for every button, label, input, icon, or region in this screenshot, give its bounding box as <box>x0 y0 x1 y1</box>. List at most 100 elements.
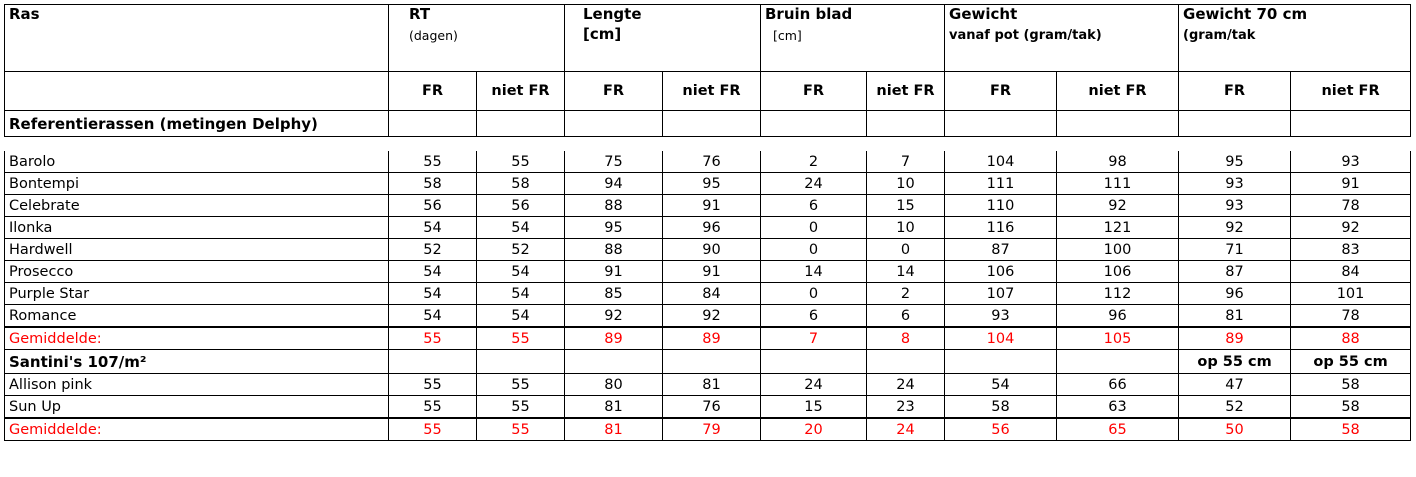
table-cell: 56 <box>476 194 565 217</box>
table-cell: 87 <box>944 238 1058 261</box>
cultivar-name: Prosecco <box>4 260 389 283</box>
header-niet-fr: niet FR <box>476 71 565 111</box>
average-cell: 8 <box>865 326 946 350</box>
table-cell: 78 <box>1290 194 1412 217</box>
header-row-fr: FR niet FR FR niet FR FR niet FR FR niet… <box>4 71 1412 111</box>
table-cell: 55 <box>476 395 565 419</box>
table-row: Barolo 55 55 75 76 2 7 104 98 95 93 <box>4 151 1412 173</box>
table-cell: 58 <box>1290 373 1412 396</box>
table-cell: 111 <box>1056 172 1180 195</box>
table-cell: 24 <box>760 373 867 396</box>
table-cell: 93 <box>1178 172 1292 195</box>
table-cell: 71 <box>1178 238 1292 261</box>
average-cell: 58 <box>1290 417 1412 441</box>
table-cell: 91 <box>564 260 663 283</box>
table-cell: 52 <box>1178 395 1292 419</box>
table-cell: 81 <box>564 395 663 419</box>
section-heading-santini: Santini's 107/m² op 55 cm op 55 cm <box>4 349 1412 374</box>
table-cell: 54 <box>388 260 477 283</box>
table-cell: 56 <box>388 194 477 217</box>
table-cell: 7 <box>865 151 946 173</box>
table-row: Celebrate 56 56 88 91 6 15 110 92 93 78 <box>4 194 1412 217</box>
table-cell: 95 <box>564 216 663 239</box>
table-row: Allison pink 55 55 80 81 24 24 54 66 47 58 <box>4 373 1412 396</box>
table-cell: 111 <box>944 172 1058 195</box>
header-fr: FR <box>564 71 663 111</box>
table-cell: 95 <box>662 172 761 195</box>
table-cell: 14 <box>760 260 867 283</box>
table-cell: 116 <box>944 216 1058 239</box>
table-cell: 93 <box>1178 194 1292 217</box>
note-op-55-niet-fr: op 55 cm <box>1290 349 1412 374</box>
table-cell: 10 <box>865 216 946 239</box>
table-cell: 0 <box>760 216 867 239</box>
table-cell: 54 <box>388 216 477 239</box>
table-cell: 58 <box>388 172 477 195</box>
cultivar-name: Bontempi <box>4 172 389 195</box>
table-cell: 98 <box>1056 151 1180 173</box>
average-cell: 20 <box>760 417 867 441</box>
header-fr: FR <box>1178 71 1292 111</box>
table-cell: 92 <box>1290 216 1412 239</box>
table-cell: 55 <box>388 151 477 173</box>
header-ras: Ras <box>4 4 389 72</box>
average-cell: 65 <box>1056 417 1180 441</box>
table-row: Hardwell 52 52 88 90 0 0 87 100 71 83 <box>4 238 1412 261</box>
table-cell: 83 <box>1290 238 1412 261</box>
average-cell: 88 <box>1290 326 1412 350</box>
table-cell: 93 <box>944 304 1058 328</box>
header-row-titles: Ras RT (dagen) Lengte [cm] Bruin blad [c… <box>4 4 1412 72</box>
average-cell: 55 <box>388 326 477 350</box>
table-cell: 110 <box>944 194 1058 217</box>
table-row: Sun Up 55 55 81 76 15 23 58 63 52 58 <box>4 395 1412 419</box>
note-op-55-fr: op 55 cm <box>1178 349 1292 374</box>
section-title: Santini's 107/m² <box>4 349 389 374</box>
average-label: Gemiddelde: <box>4 417 389 441</box>
average-cell: 55 <box>388 417 477 441</box>
average-label: Gemiddelde: <box>4 326 389 350</box>
table-cell: 54 <box>944 373 1058 396</box>
table-cell: 92 <box>1056 194 1180 217</box>
table-cell: 52 <box>388 238 477 261</box>
section-santini-rows: Allison pink 55 55 80 81 24 24 54 66 47 58 Sun Up 55… <box>4 373 1412 441</box>
cultivar-table: Ras RT (dagen) Lengte [cm] Bruin blad [c… <box>4 4 1412 441</box>
table-cell: 6 <box>760 304 867 328</box>
table-cell: 10 <box>865 172 946 195</box>
average-cell: 89 <box>662 326 761 350</box>
table-cell: 58 <box>944 395 1058 419</box>
table-cell: 2 <box>865 282 946 305</box>
table-cell: 95 <box>1178 151 1292 173</box>
table-cell: 93 <box>1290 151 1412 173</box>
table-cell: 54 <box>476 304 565 328</box>
table-cell: 75 <box>564 151 663 173</box>
cultivar-name: Romance <box>4 304 389 328</box>
table-cell: 54 <box>476 260 565 283</box>
table-cell: 81 <box>662 373 761 396</box>
header-lengte: Lengte [cm] <box>564 4 761 72</box>
table-cell: 91 <box>662 194 761 217</box>
header-bruin-blad: Bruin blad [cm] <box>759 4 946 72</box>
table-cell: 54 <box>476 216 565 239</box>
table-cell: 15 <box>760 395 867 419</box>
table-cell: 96 <box>662 216 761 239</box>
cultivar-name: Ilonka <box>4 216 389 239</box>
table-cell: 58 <box>476 172 565 195</box>
table-cell: 88 <box>564 238 663 261</box>
cultivar-name: Celebrate <box>4 194 389 217</box>
table-cell: 92 <box>1178 216 1292 239</box>
table-cell: 85 <box>564 282 663 305</box>
average-cell: 24 <box>865 417 946 441</box>
table-cell: 23 <box>865 395 946 419</box>
table-cell: 88 <box>564 194 663 217</box>
table-cell: 55 <box>388 373 477 396</box>
table-cell: 54 <box>388 304 477 328</box>
table-cell: 76 <box>662 395 761 419</box>
table-cell: 84 <box>662 282 761 305</box>
table-cell: 0 <box>865 238 946 261</box>
header-gewicht-70: Gewicht 70 cm (gram/tak <box>1178 4 1412 72</box>
average-cell: 105 <box>1056 326 1180 350</box>
table-row: Romance 54 54 92 92 6 6 93 96 81 78 <box>4 304 1412 328</box>
header-fr: FR <box>388 71 477 111</box>
average-cell: 104 <box>944 326 1058 350</box>
average-cell: 55 <box>476 417 565 441</box>
